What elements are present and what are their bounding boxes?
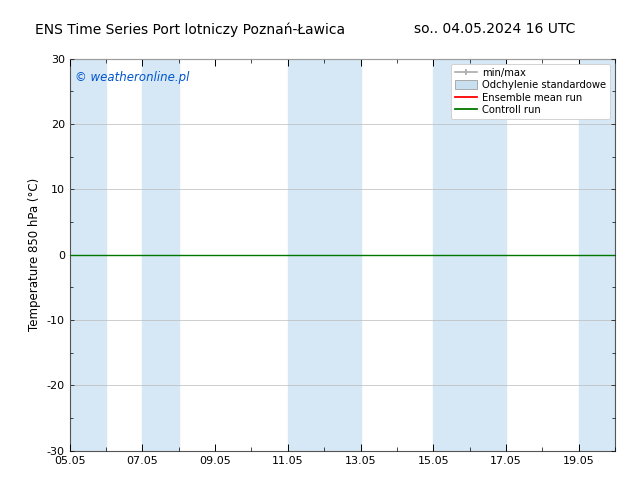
Y-axis label: Temperature 850 hPa (°C): Temperature 850 hPa (°C) xyxy=(28,178,41,331)
Text: © weatheronline.pl: © weatheronline.pl xyxy=(75,71,190,84)
Bar xyxy=(433,59,506,451)
Bar xyxy=(579,59,615,451)
Text: ENS Time Series Port lotniczy Poznań-Ławica: ENS Time Series Port lotniczy Poznań-Ław… xyxy=(35,22,346,37)
Bar xyxy=(288,59,361,451)
Text: so.. 04.05.2024 16 UTC: so.. 04.05.2024 16 UTC xyxy=(414,22,575,36)
Bar xyxy=(70,59,106,451)
Legend: min/max, Odchylenie standardowe, Ensemble mean run, Controll run: min/max, Odchylenie standardowe, Ensembl… xyxy=(451,64,610,119)
Bar xyxy=(143,59,179,451)
